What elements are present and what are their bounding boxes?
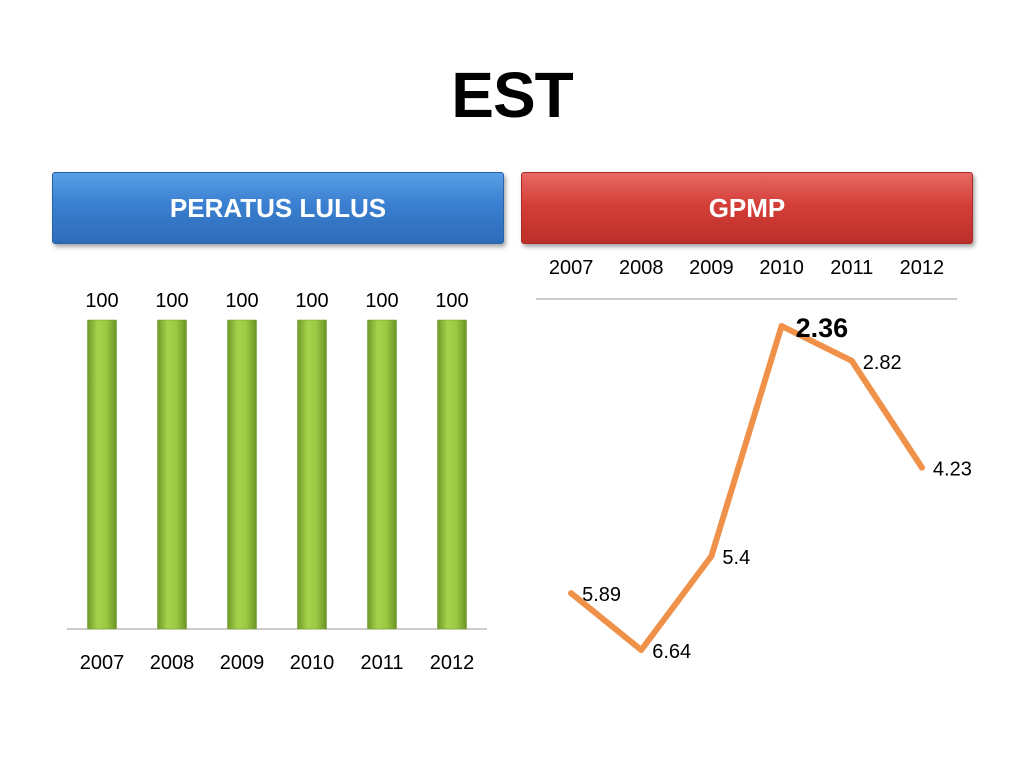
bar-x-tick-label: 2009	[220, 652, 265, 674]
gpmp-header-label: GPMP	[708, 192, 786, 223]
line-data-label: 5.4	[722, 547, 750, 569]
bar-x-tick-label: 2011	[360, 652, 403, 674]
gpmp-series-line	[568, 323, 925, 653]
gpmp-point-2010	[778, 323, 785, 329]
slide-title: EST	[451, 59, 573, 131]
line-x-tick-label: 2011	[830, 257, 873, 279]
bar-2011	[367, 319, 397, 630]
bar-x-tick-label: 2012	[430, 652, 475, 674]
gpmp-point-2009	[708, 553, 715, 560]
peratus-lulus-header-label: PERATUS LULUS	[169, 192, 387, 223]
line-data-label: 2.82	[863, 352, 902, 374]
bar-data-label: 100	[225, 290, 258, 312]
peratus-lulus-header: PERATUS LULUS	[52, 172, 504, 244]
line-data-label: 2.36	[796, 313, 849, 343]
line-data-label: 4.23	[933, 459, 972, 481]
gpmp-point-2011	[848, 357, 855, 364]
bar-x-tick-label: 2010	[290, 652, 335, 674]
bar-2007	[87, 319, 117, 630]
bar-2008	[157, 319, 187, 630]
line-data-label: 5.89	[582, 584, 621, 606]
line-x-tick-label: 2008	[619, 257, 664, 279]
bar-2010	[297, 319, 327, 630]
bar-2012	[437, 319, 467, 630]
line-x-tick-label: 2007	[549, 257, 594, 279]
bar-data-label: 100	[435, 290, 468, 312]
bar-2009	[227, 319, 257, 630]
gpmp-point-2008	[638, 647, 645, 653]
bar-x-tick-label: 2007	[80, 652, 125, 674]
gpmp-point-2012	[918, 464, 925, 471]
bar-data-label: 100	[85, 290, 118, 312]
line-x-tick-label: 2009	[689, 257, 734, 279]
line-data-label: 6.64	[652, 641, 691, 663]
gpmp-point-2007	[568, 590, 575, 597]
bar-data-label: 100	[295, 290, 328, 312]
bar-data-label: 100	[365, 290, 398, 312]
gpmp-header: GPMP	[521, 172, 973, 244]
bar-data-label: 100	[155, 290, 188, 312]
bar-x-tick-label: 2008	[150, 652, 195, 674]
line-x-tick-label: 2010	[759, 257, 804, 279]
line-x-tick-label: 2012	[900, 257, 945, 279]
